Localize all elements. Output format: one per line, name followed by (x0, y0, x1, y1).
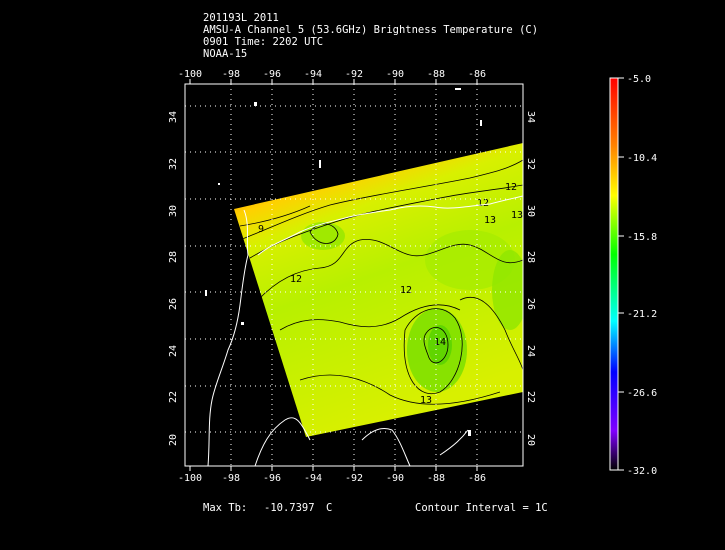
lon-tick-label: -100 (178, 69, 202, 80)
lon-tick-label: -94 (304, 69, 322, 80)
lat-tick-label: 20 (168, 434, 179, 446)
brightness-temperature-field (234, 143, 523, 437)
header-satellite: NOAA-15 (203, 48, 248, 60)
lon-tick-label: -88 (427, 69, 445, 80)
lon-tick-label: -86 (468, 69, 486, 80)
contour-label: 13 (484, 215, 496, 226)
header-product: AMSU-A Channel 5 (53.6GHz) Brightness Te… (203, 24, 539, 36)
graticule (185, 84, 523, 466)
colorbar-ramp (609, 77, 619, 471)
lat-tick-label: 30 (168, 205, 179, 217)
coastline (207, 195, 523, 466)
lat-tick-label: 32 (168, 158, 179, 170)
max-tb-label: Max Tb: (203, 502, 248, 514)
lon-tick-label: -90 (386, 473, 404, 484)
frame-ticks (189, 79, 478, 471)
lon-tick-label: -96 (263, 473, 281, 484)
lon-tick-label: -88 (427, 473, 445, 484)
contour-label: 12 (505, 182, 517, 193)
lon-tick-label: -98 (222, 473, 240, 484)
colorbar-label: -15.8 (627, 232, 657, 243)
lat-tick-label: 30 (525, 205, 536, 217)
lon-tick-label: -96 (263, 69, 281, 80)
colorbar: -5.0 -10.4 -15.8 -21.2 -26.6 -32.0 (609, 74, 657, 477)
lat-tick-label: 32 (525, 158, 536, 170)
lon-tick-label: -92 (345, 69, 363, 80)
lon-tick-label: -98 (222, 69, 240, 80)
swath-fill (234, 143, 523, 437)
lat-tick-label: 24 (168, 345, 179, 357)
lon-tick-label: -100 (178, 473, 202, 484)
header-date: 201193L 2011 (203, 12, 279, 24)
colorbar-label: -5.0 (627, 74, 651, 85)
lat-tick-label: 22 (525, 391, 536, 403)
lat-tick-label: 34 (525, 111, 536, 123)
colorbar-label: -10.4 (627, 153, 657, 164)
lat-tick-label: 28 (525, 251, 536, 263)
cold-patch (492, 250, 523, 330)
contour-label: 13 (420, 395, 432, 406)
contour-interval: Contour Interval = 1C (415, 502, 548, 514)
lat-tick-label: 34 (168, 111, 179, 123)
lat-tick-label: 26 (525, 298, 536, 310)
lat-labels-right: 20 22 24 26 28 30 32 34 (525, 111, 536, 446)
lat-tick-label: 22 (168, 391, 179, 403)
lon-tick-label: -92 (345, 473, 363, 484)
contour-lines (239, 159, 523, 405)
contour-labels: 9 12 12 12 13 13 13 14 12 (258, 182, 523, 406)
lon-labels-bottom: -100 -98 -96 -94 -92 -90 -88 -86 (178, 473, 486, 484)
lat-tick-label: 28 (168, 251, 179, 263)
lat-tick-label: 26 (168, 298, 179, 310)
lat-tick-label: 24 (525, 345, 536, 357)
lon-tick-label: -94 (304, 473, 322, 484)
contour-label: 12 (477, 198, 489, 209)
max-tb-value: -10.7397 (264, 502, 315, 514)
max-tb-unit: C (326, 502, 333, 514)
contour-label: 9 (258, 224, 264, 235)
lat-tick-label: 20 (525, 434, 536, 446)
contour-label: 13 (511, 210, 523, 221)
coastal-islands (205, 88, 482, 436)
colorbar-label: -21.2 (627, 309, 657, 320)
lon-tick-label: -90 (386, 69, 404, 80)
contour-label: 14 (434, 337, 446, 348)
lon-labels-top: -100 -98 -96 -94 -92 -90 -88 -86 (178, 69, 486, 80)
colorbar-label: -26.6 (627, 388, 657, 399)
cold-patch (425, 230, 515, 290)
lat-labels-left: 20 22 24 26 28 30 32 34 (168, 111, 179, 446)
colorbar-label: -32.0 (627, 466, 657, 477)
header-time: 0901 Time: 2202 UTC (203, 36, 324, 48)
contour-label: 12 (400, 285, 412, 296)
contour-label: 12 (290, 274, 302, 285)
lon-tick-label: -86 (468, 473, 486, 484)
